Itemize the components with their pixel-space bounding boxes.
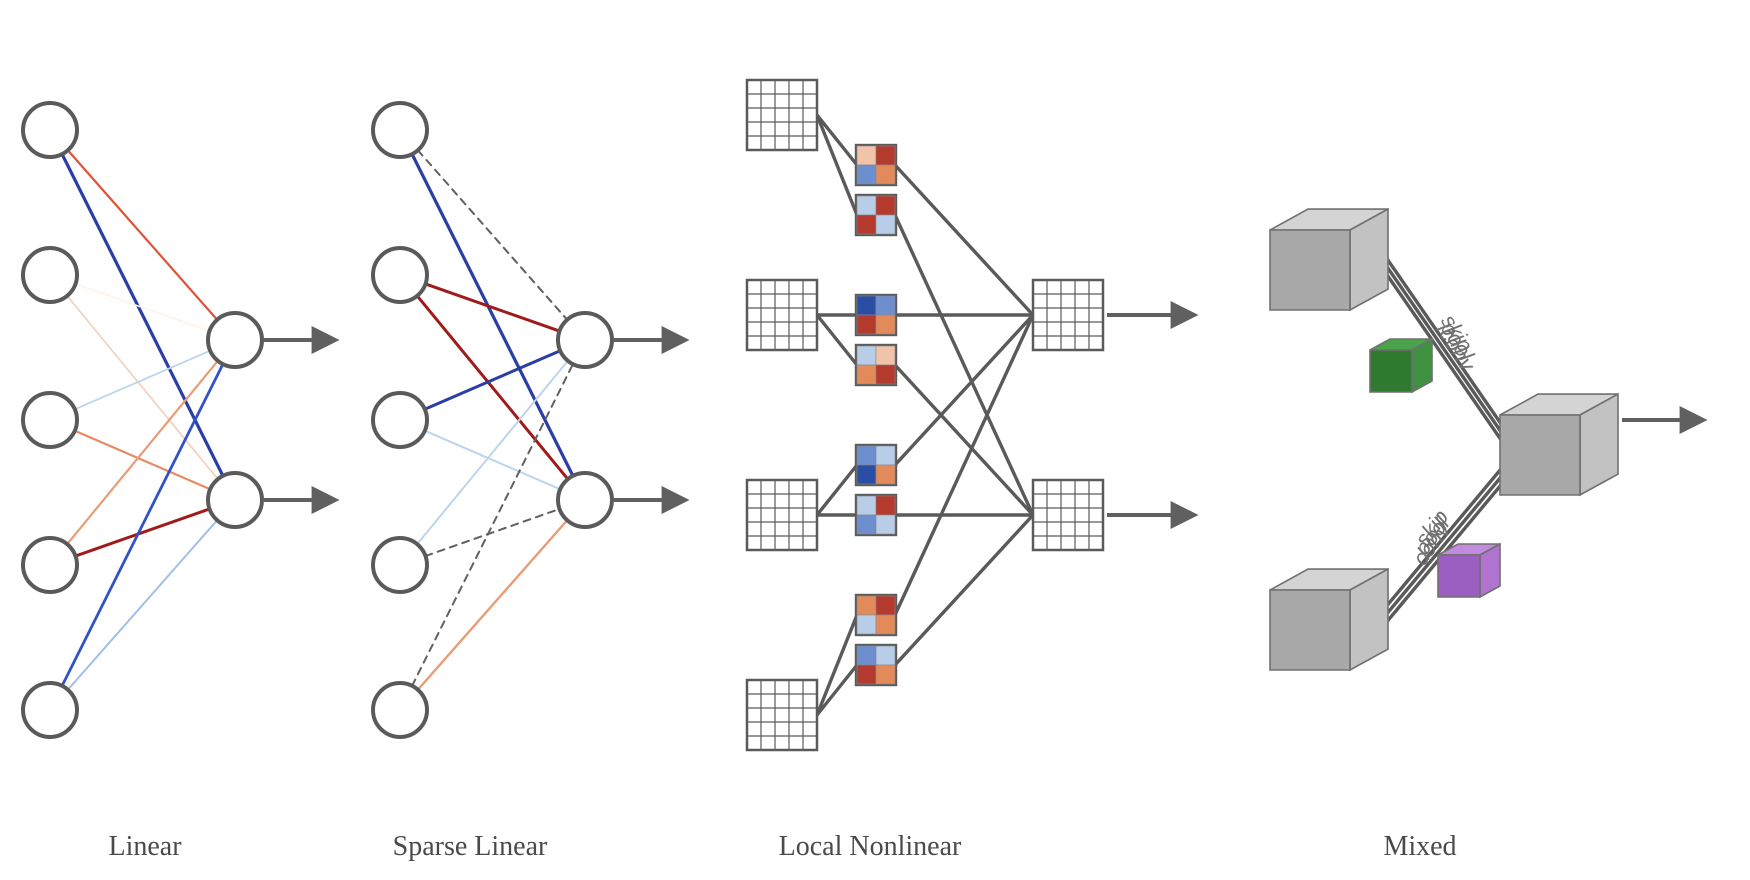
- caption-c: Local Nonlinear: [779, 831, 962, 862]
- caption-a: Linear: [108, 831, 182, 862]
- diagram-svg: LinearSparse LinearLocal Nonlinearskippo…: [0, 0, 1750, 875]
- caption-d: Mixed: [1383, 831, 1456, 862]
- caption-b: Sparse Linear: [393, 831, 548, 862]
- diagram-stage: LinearSparse LinearLocal Nonlinearskippo…: [0, 0, 1750, 875]
